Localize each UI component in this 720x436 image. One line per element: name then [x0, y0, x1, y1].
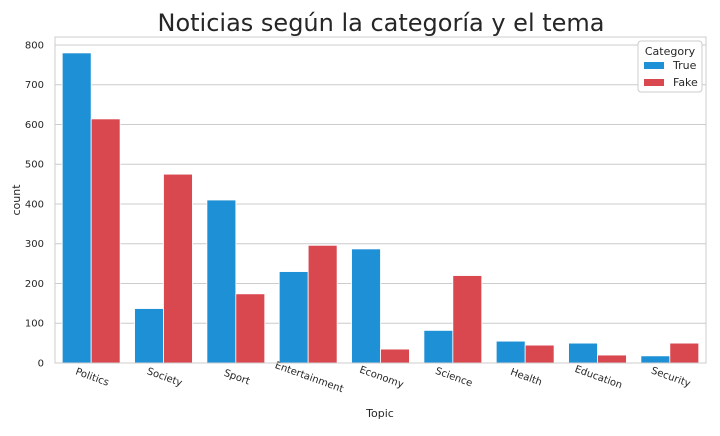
bar-true-economy [351, 248, 381, 364]
y-axis-label: count [10, 184, 23, 216]
x-tick-label-politics: Politics [74, 367, 110, 389]
bar-fake-security [669, 342, 700, 364]
y-tick-label: 200 [25, 279, 44, 290]
bar-true-sport [206, 199, 237, 364]
x-tick-label-health: Health [509, 367, 544, 389]
bar-fake-health [524, 344, 555, 364]
y-tick-label: 100 [25, 319, 44, 330]
x-tick-label-science: Science [434, 366, 474, 390]
bar-fake-sport [235, 293, 266, 364]
legend: Category True Fake [637, 40, 703, 93]
bar-true-society [134, 308, 164, 364]
bars [61, 52, 700, 364]
bar-fake-economy [380, 348, 410, 364]
y-tick-label: 500 [25, 160, 44, 171]
bar-true-education [568, 342, 598, 364]
bar-true-politics [61, 52, 92, 364]
y-tick-label: 600 [25, 120, 44, 131]
bar-fake-society [163, 173, 193, 364]
bar-true-security [640, 355, 671, 364]
y-tick-label: 0 [38, 359, 44, 370]
x-tick-labels: Politics Society Sport Entertainment Economy… [74, 360, 692, 395]
bar-fake-education [597, 354, 627, 364]
bar-fake-science [452, 275, 483, 364]
bar-true-health [495, 340, 526, 364]
x-tick-label-economy: Economy [358, 365, 405, 391]
x-tick-label-entertainment: Entertainment [273, 360, 345, 395]
bar-fake-politics [90, 118, 121, 364]
legend-label-true: True [672, 59, 697, 72]
x-tick-label-society: Society [145, 366, 183, 389]
y-tick-label: 400 [25, 199, 44, 210]
legend-title: Category [645, 45, 696, 58]
legend-label-fake: Fake [673, 76, 698, 89]
legend-swatch-fake [644, 79, 664, 86]
x-tick-label-security: Security [650, 365, 692, 389]
y-tick-label: 800 [25, 40, 44, 51]
bar-true-science [423, 329, 454, 364]
y-tick-labels: 0 100 200 300 400 500 600 700 800 [25, 40, 44, 369]
y-tick-label: 300 [25, 239, 44, 250]
y-tick-label: 700 [25, 80, 44, 91]
bar-fake-entertainment [307, 244, 338, 364]
x-axis-label: Topic [365, 407, 394, 420]
x-tick-label-sport: Sport [222, 368, 251, 388]
bar-true-entertainment [278, 271, 309, 364]
chart-title: Noticias según la categoría y el tema [158, 9, 605, 37]
x-tick-label-education: Education [573, 364, 624, 391]
plot-frame [54, 36, 707, 364]
legend-swatch-true [644, 62, 664, 69]
